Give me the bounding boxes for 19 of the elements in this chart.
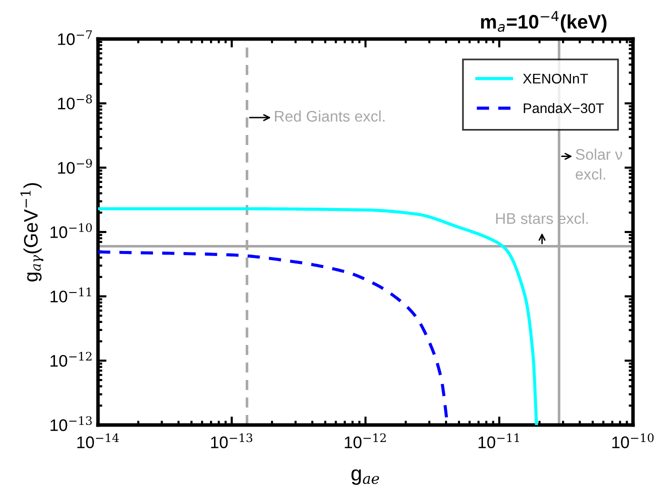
x-axis-title: g$_{ae}$: [351, 469, 380, 485]
x-tick-label: 10$^{−12}$: [344, 433, 386, 448]
legend-label: PandaX−30T: [524, 102, 604, 114]
y-tick-label: 10$^{−7}$: [58, 30, 92, 46]
x-tick-label: 10$^{−13}$: [211, 433, 252, 448]
x-tick-label: 10$^{−14}$: [77, 433, 119, 448]
y-axis-title: g$_{aγ}$(GeV$^{−1}$): [20, 183, 44, 282]
x-tick-label: 10$^{−10}$: [612, 433, 654, 448]
x-tick-label: 10$^{−11}$: [478, 433, 519, 448]
y-tick-label: 10$^{−8}$: [58, 94, 92, 110]
ref-line-label: Solar ν excl.: [576, 148, 622, 180]
legend-label: XENONnT: [522, 74, 588, 84]
y-tick-label: 10$^{−11}$: [50, 288, 91, 302]
chart-title: m$_{a}$=10$^{−4}$(keV): [481, 11, 606, 33]
ref-line-label: Red Giants excl.: [274, 110, 384, 122]
y-tick-label: 10$^{−12}$: [50, 352, 92, 367]
y-tick-label: 10$^{−9}$: [58, 158, 92, 174]
y-tick-label: 10$^{−10}$: [50, 223, 92, 238]
y-tick-label: 10$^{−13}$: [50, 416, 92, 432]
